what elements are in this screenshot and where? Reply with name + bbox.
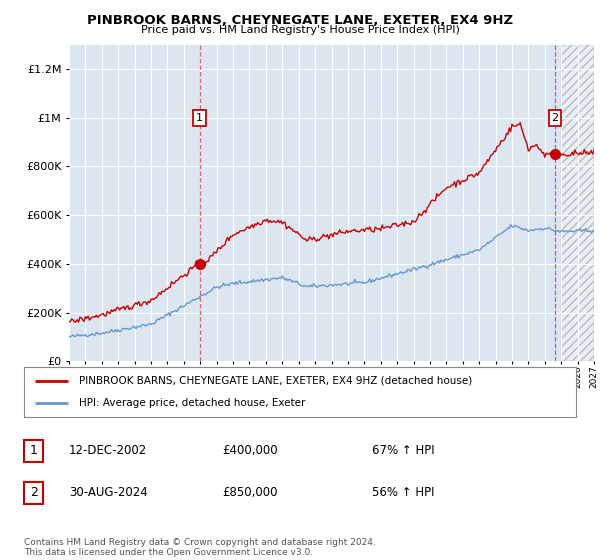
Text: 2: 2: [29, 486, 38, 500]
Text: Contains HM Land Registry data © Crown copyright and database right 2024.
This d: Contains HM Land Registry data © Crown c…: [24, 538, 376, 557]
Text: 67% ↑ HPI: 67% ↑ HPI: [372, 444, 434, 458]
Text: 1: 1: [196, 113, 203, 123]
Text: 1: 1: [29, 444, 38, 458]
Text: PINBROOK BARNS, CHEYNEGATE LANE, EXETER, EX4 9HZ: PINBROOK BARNS, CHEYNEGATE LANE, EXETER,…: [87, 14, 513, 27]
Text: PINBROOK BARNS, CHEYNEGATE LANE, EXETER, EX4 9HZ (detached house): PINBROOK BARNS, CHEYNEGATE LANE, EXETER,…: [79, 376, 472, 386]
Text: HPI: Average price, detached house, Exeter: HPI: Average price, detached house, Exet…: [79, 398, 305, 408]
Text: 12-DEC-2002: 12-DEC-2002: [69, 444, 147, 458]
Bar: [561, 45, 594, 361]
Text: £400,000: £400,000: [222, 444, 278, 458]
Bar: [561, 45, 594, 361]
Text: Price paid vs. HM Land Registry's House Price Index (HPI): Price paid vs. HM Land Registry's House …: [140, 25, 460, 35]
Text: 2: 2: [551, 113, 559, 123]
Text: 56% ↑ HPI: 56% ↑ HPI: [372, 486, 434, 500]
Text: 30-AUG-2024: 30-AUG-2024: [69, 486, 148, 500]
Text: £850,000: £850,000: [222, 486, 277, 500]
Bar: [561, 45, 594, 361]
